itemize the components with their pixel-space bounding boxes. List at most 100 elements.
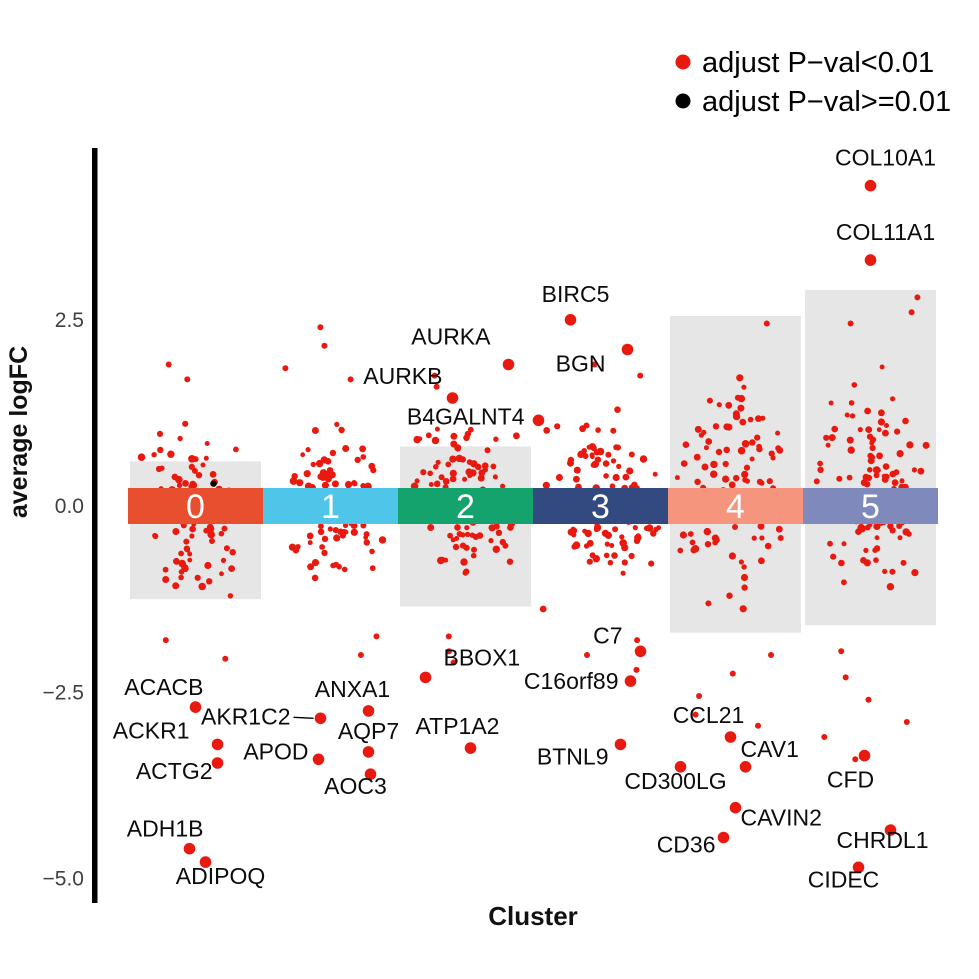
scatter-point — [573, 475, 580, 483]
scatter-point — [363, 531, 370, 538]
scatter-point — [464, 525, 470, 531]
scatter-point — [828, 434, 836, 442]
cluster-band-5 — [803, 488, 938, 524]
scatter-point — [607, 559, 614, 566]
scatter-point — [539, 605, 547, 613]
scatter-point — [359, 445, 366, 453]
scatter-point — [865, 426, 873, 433]
scatter-point-outlier — [914, 294, 921, 301]
scatter-point — [460, 558, 468, 566]
scatter-point — [873, 557, 879, 563]
scatter-point-outlier — [763, 320, 770, 327]
scatter-point — [756, 478, 764, 485]
scatter-point — [192, 456, 199, 463]
scatter-point — [887, 523, 894, 530]
scatter-point — [650, 530, 657, 537]
scatter-point — [471, 546, 477, 553]
scatter-point — [187, 557, 193, 563]
scatter-point — [413, 435, 421, 444]
scatter-point — [736, 374, 744, 382]
scatter-point — [336, 563, 342, 570]
scatter-point-outlier — [347, 376, 354, 383]
scatter-point — [734, 394, 741, 401]
scatter-point — [586, 444, 592, 450]
scatter-point — [768, 450, 775, 457]
scatter-point-outlier — [768, 652, 774, 658]
scatter-point — [204, 561, 212, 570]
gene-point-BTNL9 — [614, 738, 627, 751]
scatter-point — [612, 526, 619, 533]
scatter-point — [181, 564, 189, 572]
scatter-point — [894, 428, 901, 435]
scatter-point — [652, 471, 658, 477]
scatter-point — [830, 553, 837, 560]
scatter-point — [906, 441, 914, 449]
scatter-point — [902, 417, 909, 425]
scatter-point — [704, 541, 712, 548]
cluster-band-label-2: 2 — [456, 488, 475, 526]
scatter-point — [876, 427, 882, 433]
scatter-point — [728, 481, 736, 489]
scatter-point-outlier — [847, 320, 854, 327]
scatter-point — [492, 545, 500, 553]
scatter-point — [882, 568, 888, 575]
scatter-point — [352, 481, 358, 487]
gene-point-BGN — [621, 343, 634, 356]
scatter-point — [737, 404, 745, 412]
gene-label-AKR1C2: AKR1C2 — [201, 703, 290, 729]
scatter-point — [437, 556, 445, 565]
scatter-point — [513, 432, 520, 440]
gene-point-AQP7 — [362, 746, 375, 758]
scatter-point — [873, 522, 881, 531]
scatter-point — [609, 543, 615, 548]
gene-point-C7 — [634, 645, 647, 658]
scatter-point — [137, 453, 146, 462]
scatter-point-outlier — [321, 342, 328, 349]
scatter-point — [329, 449, 337, 457]
scatter-point — [474, 463, 482, 471]
scatter-point-outlier — [842, 674, 849, 681]
scatter-point — [756, 443, 762, 450]
scatter-point — [764, 542, 772, 550]
scatter-point — [311, 427, 319, 434]
gene-point-BBOX1 — [419, 671, 432, 684]
gene-label-ADIPOQ: ADIPOQ — [176, 863, 265, 889]
scatter-point — [449, 469, 457, 477]
scatter-point — [464, 531, 471, 538]
scatter-point — [324, 475, 332, 483]
scatter-point — [743, 464, 751, 471]
scatter-point — [378, 536, 387, 544]
gene-point-CD300LG — [674, 761, 687, 773]
scatter-point — [582, 453, 589, 459]
scatter-point — [342, 445, 350, 452]
scatter-point — [603, 473, 609, 479]
scatter-point — [420, 469, 427, 476]
scatter-point — [881, 476, 889, 483]
scatter-point — [851, 382, 858, 388]
gene-point-AKR1C2 — [314, 712, 327, 725]
legend: adjust P−val<0.01 adjust P−val>=0.01 — [675, 47, 951, 118]
scatter-point — [879, 364, 885, 370]
scatter-point — [836, 475, 843, 482]
scatter-point-outlier — [729, 670, 736, 677]
scatter-point — [369, 548, 375, 555]
cluster-band-3 — [533, 488, 668, 524]
scatter-point — [757, 522, 765, 530]
scatter-point — [722, 475, 730, 483]
scatter-point-outlier — [865, 696, 872, 703]
scatter-point — [714, 537, 720, 543]
scatter-point — [860, 557, 867, 564]
y-axis-title: average logFC — [5, 346, 33, 518]
scatter-point — [183, 538, 190, 545]
y-axis-line — [92, 148, 98, 903]
scatter-point — [321, 481, 329, 489]
scatter-point — [220, 557, 227, 564]
scatter-point — [573, 466, 581, 474]
scatter-point — [219, 571, 224, 577]
scatter-point — [481, 462, 489, 470]
scatter-point — [878, 409, 885, 417]
scatter-point — [182, 480, 189, 487]
scatter-point — [182, 420, 189, 427]
gene-point-CHRDL1 — [884, 824, 897, 836]
